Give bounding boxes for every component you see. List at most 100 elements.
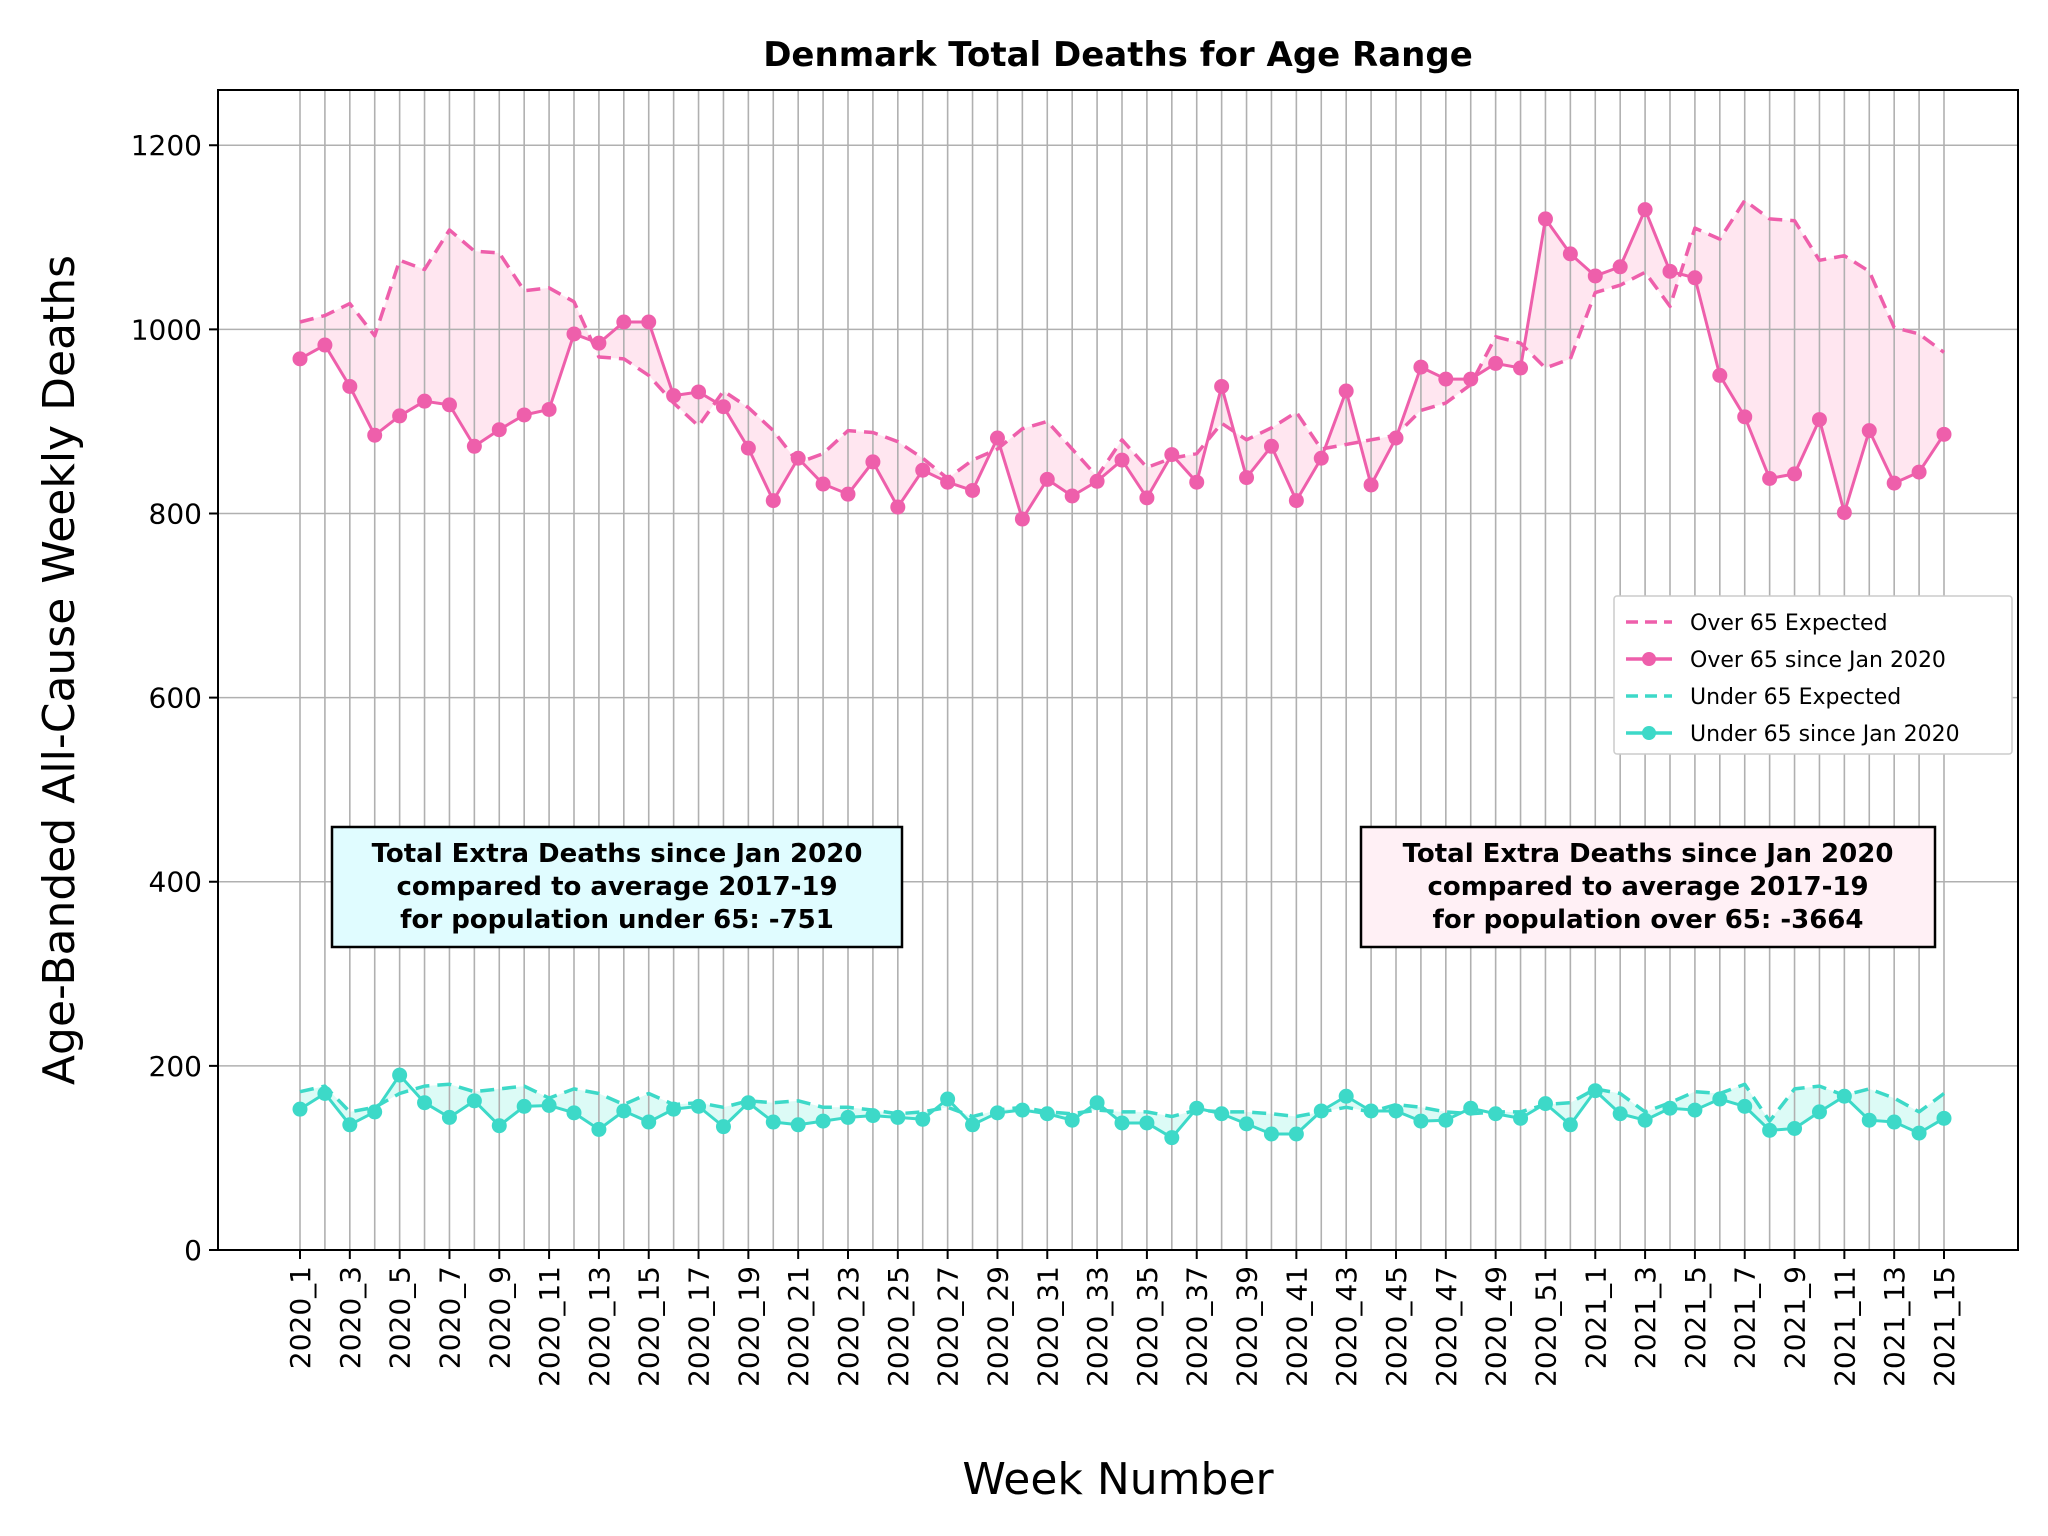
data-point-over-65-since-jan-2020 (1612, 259, 1628, 275)
data-point-over-65-since-jan-2020 (616, 314, 632, 330)
data-point-under-65-since-jan-2020 (1214, 1106, 1230, 1122)
data-point-under-65-since-jan-2020 (1562, 1117, 1578, 1133)
x-tick-label: 2020_21 (782, 1266, 815, 1387)
series-line-under-65-expected (299, 1082, 1946, 1123)
data-point-under-65-since-jan-2020 (1463, 1100, 1479, 1116)
data-point-under-65-since-jan-2020 (1313, 1103, 1329, 1119)
data-point-under-65-since-jan-2020 (1039, 1106, 1055, 1122)
data-point-under-65-since-jan-2020 (1687, 1102, 1703, 1118)
x-tick-label: 2020_13 (583, 1266, 616, 1387)
data-point-under-65-since-jan-2020 (1139, 1115, 1155, 1131)
data-point-over-65-since-jan-2020 (1787, 466, 1803, 482)
x-tick-label: 2021_11 (1828, 1266, 1861, 1387)
legend-entry-label: Over 65 Expected (1690, 611, 1888, 636)
x-tick-label: 2020_9 (483, 1266, 516, 1369)
data-point-under-65-since-jan-2020 (1911, 1125, 1927, 1141)
data-point-under-65-since-jan-2020 (1363, 1103, 1379, 1119)
data-point-over-65-since-jan-2020 (915, 462, 931, 478)
y-axis-label: Age-Banded All-Cause Weekly Deaths (34, 255, 85, 1085)
data-point-over-65-since-jan-2020 (765, 493, 781, 509)
series-line-over-65-expected (299, 198, 1946, 481)
annotation-text-line: compared to average 2017-19 (1427, 872, 1868, 902)
data-point-over-65-since-jan-2020 (1637, 202, 1653, 218)
data-point-over-65-since-jan-2020 (740, 440, 756, 456)
data-point-under-65-since-jan-2020 (1263, 1126, 1279, 1142)
data-point-over-65-since-jan-2020 (417, 393, 433, 409)
x-tick-label: 2020_51 (1529, 1266, 1562, 1387)
data-point-over-65-since-jan-2020 (840, 486, 856, 502)
legend: Over 65 Expected Over 65 since Jan 2020 Un… (1613, 595, 2013, 755)
x-tick-label: 2021_5 (1679, 1266, 1712, 1369)
data-point-over-65-since-jan-2020 (1089, 473, 1105, 489)
x-tick-label: 2020_47 (1430, 1266, 1463, 1387)
data-point-under-65-since-jan-2020 (1239, 1116, 1255, 1132)
data-point-under-65-since-jan-2020 (691, 1098, 707, 1114)
data-point-under-65-since-jan-2020 (417, 1095, 433, 1111)
data-point-under-65-since-jan-2020 (1936, 1110, 1952, 1126)
data-point-over-65-since-jan-2020 (1363, 477, 1379, 493)
data-point-under-65-since-jan-2020 (1288, 1126, 1304, 1142)
data-point-under-65-since-jan-2020 (1014, 1102, 1030, 1118)
y-tick-label: 200 (149, 1050, 202, 1083)
data-point-under-65-since-jan-2020 (1513, 1110, 1529, 1126)
x-tick-label: 2020_27 (932, 1266, 965, 1387)
x-axis-ticks: 2020_1 2020_3 2020_5 2020_7 2020_9 2020_11 202… (284, 1250, 1961, 1387)
data-point-over-65-since-jan-2020 (1139, 490, 1155, 506)
data-point-under-65-since-jan-2020 (1787, 1120, 1803, 1136)
data-point-under-65-since-jan-2020 (1762, 1122, 1778, 1138)
data-point-over-65-since-jan-2020 (367, 427, 383, 443)
data-point-under-65-since-jan-2020 (1338, 1088, 1354, 1104)
data-point-over-65-since-jan-2020 (1687, 270, 1703, 286)
x-tick-label: 2020_39 (1231, 1266, 1264, 1387)
data-point-over-65-since-jan-2020 (1239, 470, 1255, 486)
data-point-under-65-since-jan-2020 (890, 1109, 906, 1125)
x-tick-label: 2021_7 (1729, 1266, 1762, 1369)
data-point-under-65-since-jan-2020 (1064, 1112, 1080, 1128)
data-point-over-65-since-jan-2020 (691, 384, 707, 400)
data-point-under-65-since-jan-2020 (1861, 1112, 1877, 1128)
data-point-over-65-since-jan-2020 (1189, 474, 1205, 490)
data-point-over-65-since-jan-2020 (1762, 471, 1778, 487)
x-tick-label: 2020_3 (334, 1266, 367, 1369)
data-point-over-65-since-jan-2020 (1114, 452, 1130, 468)
data-point-under-65-since-jan-2020 (541, 1097, 557, 1113)
data-point-over-65-since-jan-2020 (989, 430, 1005, 446)
data-point-over-65-since-jan-2020 (940, 474, 956, 490)
data-point-over-65-since-jan-2020 (1388, 430, 1404, 446)
data-point-over-65-since-jan-2020 (1164, 447, 1180, 463)
data-point-over-65-since-jan-2020 (541, 401, 557, 417)
x-tick-label: 2021_15 (1928, 1266, 1961, 1387)
legend-entry-label: Under 65 Expected (1690, 685, 1901, 710)
x-tick-label: 2020_11 (533, 1266, 566, 1387)
legend-entry-label: Over 65 since Jan 2020 (1690, 648, 1946, 673)
data-point-over-65-since-jan-2020 (641, 314, 657, 330)
data-point-under-65-since-jan-2020 (765, 1114, 781, 1130)
y-tick-label: 800 (149, 497, 202, 530)
data-point-under-65-since-jan-2020 (940, 1091, 956, 1107)
x-tick-label: 2020_17 (683, 1266, 716, 1387)
data-point-over-65-since-jan-2020 (1263, 438, 1279, 454)
data-point-under-65-since-jan-2020 (441, 1109, 457, 1125)
data-point-over-65-since-jan-2020 (1064, 488, 1080, 504)
data-point-under-65-since-jan-2020 (965, 1117, 981, 1133)
data-point-over-65-since-jan-2020 (392, 408, 408, 424)
data-point-over-65-since-jan-2020 (1413, 359, 1429, 375)
x-tick-label: 2021_3 (1629, 1266, 1662, 1369)
data-point-under-65-since-jan-2020 (915, 1111, 931, 1127)
x-tick-label: 2020_37 (1181, 1266, 1214, 1387)
data-point-under-65-since-jan-2020 (989, 1105, 1005, 1121)
data-point-over-65-since-jan-2020 (466, 438, 482, 454)
data-point-under-65-since-jan-2020 (840, 1109, 856, 1125)
x-tick-label: 2020_5 (384, 1266, 417, 1369)
data-point-over-65-since-jan-2020 (1014, 511, 1030, 527)
data-point-under-65-since-jan-2020 (1737, 1098, 1753, 1114)
y-tick-label: 600 (149, 682, 202, 715)
data-point-over-65-since-jan-2020 (715, 399, 731, 415)
data-point-under-65-since-jan-2020 (367, 1104, 383, 1120)
data-point-under-65-since-jan-2020 (1438, 1112, 1454, 1128)
x-tick-label: 2020_15 (633, 1266, 666, 1387)
x-tick-label: 2020_31 (1031, 1266, 1064, 1387)
y-tick-label: 1200 (131, 129, 202, 162)
data-point-over-65-since-jan-2020 (1463, 371, 1479, 387)
data-point-over-65-since-jan-2020 (516, 407, 532, 423)
